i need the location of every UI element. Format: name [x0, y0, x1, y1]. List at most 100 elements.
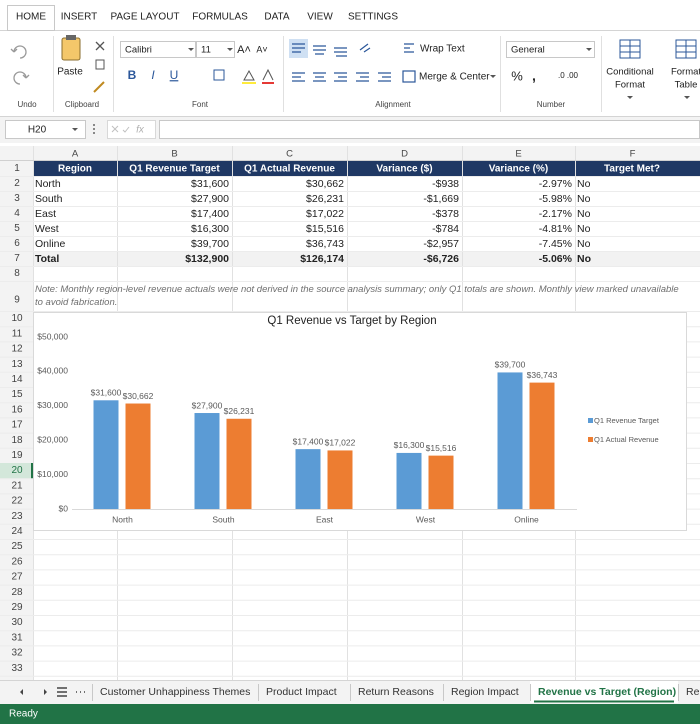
cell[interactable]: No: [577, 238, 591, 250]
bar[interactable]: [529, 382, 555, 509]
cell[interactable]: -$1,669: [423, 193, 459, 205]
cell[interactable]: $30,662: [306, 178, 344, 190]
cell[interactable]: No: [577, 223, 591, 235]
cell[interactable]: $126,174: [300, 253, 344, 265]
undo-icon[interactable]: [10, 45, 27, 59]
table-header-cell[interactable]: Q1 Actual Revenue: [244, 164, 335, 175]
row-header[interactable]: 10: [11, 313, 23, 324]
row-header[interactable]: 18: [11, 435, 23, 446]
bar[interactable]: [396, 452, 422, 509]
cancel-enter-icons[interactable]: [111, 125, 130, 133]
conditional-format-label[interactable]: Format: [615, 80, 645, 91]
row-header[interactable]: 30: [11, 617, 23, 628]
row-header[interactable]: 23: [11, 511, 23, 522]
cell[interactable]: East: [35, 208, 56, 220]
tab-list-icon[interactable]: [57, 687, 67, 697]
row-header[interactable]: 32: [11, 648, 23, 659]
row-header[interactable]: 26: [11, 556, 23, 567]
column-header[interactable]: D: [401, 149, 408, 160]
cell[interactable]: -2.97%: [539, 178, 572, 190]
wrap-text-button[interactable]: Wrap Text: [420, 44, 465, 55]
ribbon-tab[interactable]: HOME: [16, 12, 46, 23]
name-box[interactable]: [5, 120, 86, 139]
ribbon-tab[interactable]: INSERT: [61, 12, 98, 23]
row-header[interactable]: 11: [12, 328, 23, 339]
cell[interactable]: -$938: [432, 178, 459, 190]
cell[interactable]: South: [35, 193, 63, 205]
cell[interactable]: $26,231: [306, 193, 344, 205]
font-style-button[interactable]: I: [151, 68, 155, 82]
font-style-button[interactable]: B: [128, 68, 137, 82]
column-header[interactable]: A: [72, 149, 79, 160]
cell[interactable]: -4.81%: [539, 223, 572, 235]
row-header[interactable]: 6: [14, 238, 20, 249]
row-header[interactable]: 13: [11, 359, 23, 370]
sheet-tab[interactable]: Revenue vs Target (Region): [538, 686, 676, 698]
cell[interactable]: $31,600: [191, 178, 229, 190]
comma-icon[interactable]: ,: [532, 68, 536, 84]
row-header[interactable]: 2: [14, 178, 20, 189]
ribbon-tab[interactable]: SETTINGS: [348, 12, 398, 23]
cell[interactable]: North: [35, 178, 61, 190]
cell[interactable]: West: [35, 223, 59, 235]
row-header[interactable]: 21: [11, 480, 23, 491]
cell[interactable]: Total: [35, 253, 59, 265]
row-header[interactable]: 8: [14, 268, 20, 279]
row-header[interactable]: 19: [11, 450, 23, 461]
row-header[interactable]: 33: [11, 663, 23, 674]
sheet-tab[interactable]: Customer Unhappiness Themes: [100, 686, 250, 698]
alignment-icons[interactable]: [292, 43, 416, 83]
table-header-cell[interactable]: Variance (%): [489, 164, 548, 175]
bar[interactable]: [194, 413, 220, 509]
cell[interactable]: -$2,957: [423, 238, 459, 250]
ribbon-tab[interactable]: FORMULAS: [192, 12, 248, 23]
row-header[interactable]: 1: [14, 163, 20, 174]
paste-icon[interactable]: [61, 37, 81, 61]
row-header[interactable]: 16: [11, 404, 23, 415]
sheet-tab[interactable]: Return Reasons: [358, 686, 434, 698]
cell[interactable]: No: [577, 208, 591, 220]
cell[interactable]: -2.17%: [539, 208, 572, 220]
number-format-box[interactable]: [506, 41, 595, 58]
font-size-box[interactable]: [196, 41, 235, 58]
column-header[interactable]: B: [171, 149, 177, 160]
row-header[interactable]: 29: [11, 602, 23, 613]
row-header[interactable]: 27: [11, 572, 23, 583]
copy-icon[interactable]: [95, 59, 105, 70]
fill-color-icon[interactable]: [243, 69, 255, 81]
row-header[interactable]: 4: [14, 208, 20, 219]
row-header[interactable]: 25: [11, 541, 23, 552]
ribbon-tab[interactable]: PAGE LAYOUT: [110, 12, 179, 23]
cell[interactable]: -$784: [432, 223, 459, 235]
bar[interactable]: [226, 418, 252, 509]
bar[interactable]: [327, 450, 353, 509]
cell[interactable]: No: [577, 253, 591, 265]
percent-icon[interactable]: %: [511, 68, 523, 83]
ribbon-tab[interactable]: VIEW: [307, 12, 333, 23]
bar[interactable]: [428, 455, 454, 509]
cell[interactable]: $36,743: [306, 238, 344, 250]
format-painter-icon[interactable]: [93, 81, 105, 93]
font-name-box[interactable]: [120, 41, 196, 58]
cell[interactable]: -$378: [432, 208, 459, 220]
ribbon-tab[interactable]: DATA: [264, 12, 290, 23]
row-header[interactable]: 24: [11, 526, 23, 537]
cell[interactable]: $16,300: [191, 223, 229, 235]
cell[interactable]: Online: [35, 238, 66, 250]
cell[interactable]: -$6,726: [423, 253, 459, 265]
cell[interactable]: $15,516: [306, 223, 344, 235]
row-header[interactable]: 9: [14, 295, 20, 306]
cell[interactable]: $132,900: [185, 253, 229, 265]
row-header[interactable]: 31: [11, 632, 23, 643]
format-table-label[interactable]: Format: [671, 67, 700, 78]
row-header[interactable]: 3: [14, 193, 20, 204]
formula-input[interactable]: [159, 120, 700, 139]
row-header[interactable]: 15: [11, 389, 23, 400]
row-header[interactable]: 12: [11, 344, 23, 355]
row-header[interactable]: 7: [14, 253, 20, 264]
font-style-button[interactable]: U: [170, 68, 179, 82]
decimal-icons[interactable]: .0 .00: [558, 71, 579, 80]
cell[interactable]: No: [577, 193, 591, 205]
sheet-tab[interactable]: Product Impact: [266, 686, 337, 698]
row-header[interactable]: 5: [14, 223, 20, 234]
